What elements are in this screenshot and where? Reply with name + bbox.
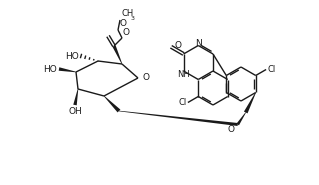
Polygon shape	[59, 67, 76, 72]
Text: O: O	[228, 125, 235, 134]
Text: Cl: Cl	[179, 98, 187, 107]
Polygon shape	[244, 92, 256, 113]
Polygon shape	[73, 89, 78, 105]
Polygon shape	[119, 111, 238, 126]
Polygon shape	[112, 45, 122, 64]
Text: O: O	[174, 41, 181, 50]
Text: NH: NH	[177, 70, 190, 79]
Text: OH: OH	[68, 107, 82, 116]
Polygon shape	[104, 96, 120, 112]
Text: 3: 3	[131, 16, 135, 21]
Text: CH: CH	[122, 9, 134, 18]
Text: Cl: Cl	[267, 65, 275, 74]
Text: O: O	[120, 19, 127, 28]
Polygon shape	[236, 112, 246, 125]
Text: HO: HO	[65, 51, 79, 60]
Text: O: O	[143, 73, 150, 82]
Text: O: O	[123, 28, 130, 37]
Text: HO: HO	[43, 65, 57, 73]
Text: N: N	[195, 40, 202, 48]
